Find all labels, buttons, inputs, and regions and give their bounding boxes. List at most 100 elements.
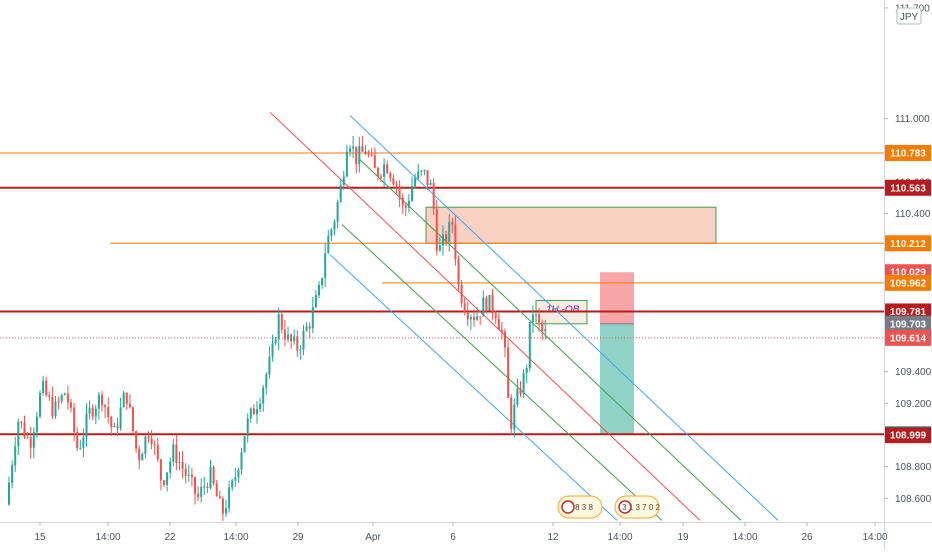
candle-body xyxy=(122,392,125,408)
candle-body xyxy=(218,496,221,499)
candle-body xyxy=(45,380,48,396)
candle-body xyxy=(432,182,435,209)
candle-body xyxy=(429,182,432,186)
candle-body xyxy=(476,316,479,320)
candle-body xyxy=(70,402,72,408)
candle-body xyxy=(525,368,528,373)
candle-body xyxy=(73,407,76,432)
candle-body xyxy=(57,401,60,403)
candle-body xyxy=(538,314,541,323)
candle-body xyxy=(194,477,196,494)
candle-body xyxy=(380,176,382,178)
candle-body xyxy=(26,437,29,439)
candle-body xyxy=(522,372,525,394)
candle-body xyxy=(420,170,423,172)
candle-body xyxy=(187,474,190,476)
candle-body xyxy=(290,334,293,342)
candle-body xyxy=(454,224,457,260)
candle-body xyxy=(392,178,395,185)
candle-body xyxy=(293,336,296,342)
candle-body xyxy=(116,425,119,429)
candle-body xyxy=(14,446,17,466)
candle-body xyxy=(299,349,302,351)
candles xyxy=(8,135,547,521)
candle-body xyxy=(469,317,472,320)
candle-body xyxy=(175,444,178,463)
x-tick-label: 14:00 xyxy=(732,532,757,543)
candle-body xyxy=(442,234,444,246)
price-label-box xyxy=(885,329,931,346)
candle-body xyxy=(138,448,141,461)
candle-body xyxy=(184,468,187,476)
candle-body xyxy=(209,467,212,488)
x-tick-label: Apr xyxy=(365,532,381,543)
candle-body xyxy=(485,297,488,311)
position-tool[interactable] xyxy=(600,272,634,435)
candle-body xyxy=(321,278,324,285)
candle-body xyxy=(113,425,116,428)
candle-body xyxy=(438,245,441,251)
candle-body xyxy=(339,184,342,202)
price-label: 109.703 xyxy=(890,319,927,330)
x-tick-label: 14:00 xyxy=(862,532,887,543)
candle-body xyxy=(404,205,407,208)
candle-body xyxy=(144,436,147,455)
channel-line xyxy=(359,159,742,521)
candle-body xyxy=(383,164,386,177)
candle-body xyxy=(101,394,103,406)
economic-events[interactable]: 8 3 8 3 1 3 7 0 2 xyxy=(557,495,660,519)
candle-body xyxy=(82,437,85,448)
candle-body xyxy=(528,322,531,369)
x-tick-label: 14:00 xyxy=(223,532,248,543)
x-tick-label: 29 xyxy=(292,532,304,543)
channel-line xyxy=(341,224,663,521)
candle-body xyxy=(215,483,218,497)
candle-body xyxy=(39,393,41,417)
candle-body xyxy=(280,314,283,330)
candle-body xyxy=(513,404,516,429)
currency-badge[interactable]: JPY xyxy=(896,7,922,25)
candle-body xyxy=(166,472,169,485)
candle-body xyxy=(463,303,466,313)
candle-body xyxy=(345,151,348,177)
candle-body xyxy=(23,423,26,438)
candle-body xyxy=(125,392,128,404)
candle-body xyxy=(398,185,401,198)
candle-body xyxy=(97,394,100,409)
y-tick-label: 109.400 xyxy=(895,367,932,378)
candle-body xyxy=(283,329,286,340)
zones: 1H -OB xyxy=(425,206,717,325)
zone-label: 1H -OB xyxy=(546,305,580,316)
stop-loss-area xyxy=(600,272,634,324)
price-label-box xyxy=(885,274,931,291)
candle-body xyxy=(203,486,206,488)
x-tick-label: 26 xyxy=(801,532,813,543)
candle-body xyxy=(411,186,413,201)
event-label: 3 1 3 7 0 2 xyxy=(622,503,660,512)
candle-body xyxy=(88,407,91,414)
price-label: 109.614 xyxy=(890,333,927,344)
candle-body xyxy=(190,474,193,478)
candle-body xyxy=(473,317,475,320)
candle-body xyxy=(500,329,503,332)
candle-body xyxy=(60,395,63,402)
candle-body xyxy=(541,322,544,332)
price-label-box xyxy=(885,427,931,444)
price-label-box xyxy=(885,179,931,196)
candle-body xyxy=(178,461,181,463)
candle-body xyxy=(519,388,522,394)
candle-body xyxy=(426,170,429,186)
candle-body xyxy=(212,467,215,484)
candle-body xyxy=(54,401,57,417)
candle-body xyxy=(311,307,314,329)
y-tick-label: 108.800 xyxy=(895,462,932,473)
x-tick-label: 14:00 xyxy=(95,532,120,543)
candle-body xyxy=(497,318,500,330)
price-label: 109.781 xyxy=(890,307,927,318)
candle-body xyxy=(128,403,131,408)
candle-body xyxy=(169,461,172,473)
candle-body xyxy=(367,154,370,156)
candle-body xyxy=(336,201,339,223)
candle-body xyxy=(150,438,153,445)
